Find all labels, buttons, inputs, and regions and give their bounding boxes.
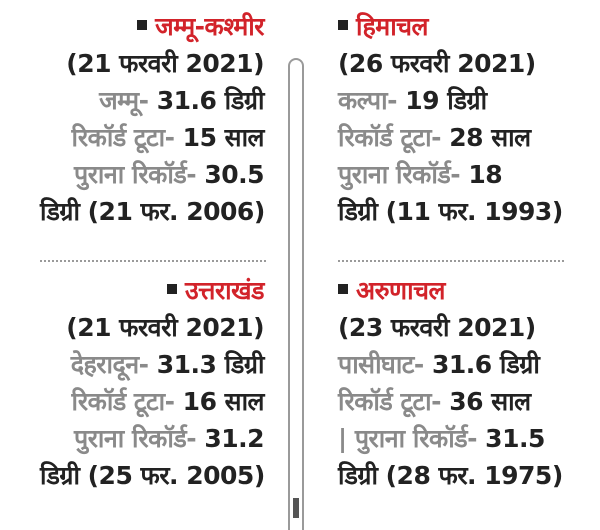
old-record-label: पुराना रिकॉर्ड- [74, 160, 197, 189]
old-record-value: 31.2 [204, 424, 264, 453]
bullet-icon [338, 284, 348, 294]
panel-jammu-kashmir: जम्मू-कश्मीर (21 फरवरी 2021) जम्मू- 31.6… [40, 8, 265, 230]
date-line: (21 फरवरी 2021) [66, 49, 264, 78]
old-record-value: 18 [468, 160, 503, 189]
old-record-value: 31.5 [485, 424, 545, 453]
old-record-detail: डिग्री (21 फर. 2006) [40, 197, 265, 226]
city-label: जम्मू- [99, 86, 149, 115]
city-line: देहरादून- 31.3 डिग्री [40, 346, 265, 383]
date-line: (23 फरवरी 2021) [338, 313, 536, 342]
old-record-line: | पुराना रिकॉर्ड- 31.5 [338, 420, 578, 457]
city-line: कल्पा- 19 डिग्री [338, 82, 578, 119]
old-record-detail: डिग्री (25 फर. 2005) [40, 461, 265, 490]
date-line: (26 फरवरी 2021) [338, 49, 536, 78]
heading-text: हिमाचल [356, 12, 429, 41]
old-record-label: पुराना रिकॉर्ड- [74, 424, 197, 453]
record-label: रिकॉर्ड टूटा- [71, 387, 175, 416]
old-record-line: पुराना रिकॉर्ड- 18 [338, 156, 578, 193]
section-divider-left [40, 260, 266, 262]
record-years: 16 साल [182, 387, 265, 416]
date-line: (21 फरवरी 2021) [66, 313, 264, 342]
bullet-icon [338, 20, 348, 30]
thermometer-fill [293, 498, 299, 518]
heading-text: उत्तराखंड [184, 276, 265, 305]
record-line: रिकॉर्ड टूटा- 16 साल [40, 383, 264, 420]
record-label: रिकॉर्ड टूटा- [338, 123, 442, 152]
city-temp: 19 डिग्री [405, 86, 487, 115]
city-temp: 31.6 डिग्री [432, 350, 540, 379]
record-years: 36 साल [449, 387, 531, 416]
old-record-line: पुराना रिकॉर्ड- 31.2 [40, 420, 264, 457]
old-record-label: पुराना रिकॉर्ड- [354, 424, 478, 453]
record-label: रिकॉर्ड टूटा- [71, 123, 175, 152]
heading-text: अरुणाचल [356, 276, 445, 305]
bullet-icon [137, 20, 148, 30]
old-record-label: पुराना रिकॉर्ड- [338, 160, 461, 189]
city-temp: 31.6 डिग्री [156, 86, 265, 115]
panel-heading: जम्मू-कश्मीर [40, 8, 264, 45]
record-line: रिकॉर्ड टूटा- 36 साल [338, 383, 578, 420]
bullet-icon [166, 284, 177, 294]
record-label: रिकॉर्ड टूटा- [338, 387, 442, 416]
panel-himachal: हिमाचल (26 फरवरी 2021) कल्पा- 19 डिग्री … [338, 8, 578, 230]
record-line: रिकॉर्ड टूटा- 28 साल [338, 119, 578, 156]
city-label: देहरादून- [70, 350, 149, 379]
city-line: पासीघाट- 31.6 डिग्री [338, 346, 578, 383]
panel-heading: हिमाचल [338, 8, 578, 45]
panel-uttarakhand: उत्तराखंड (21 फरवरी 2021) देहरादून- 31.3… [40, 272, 265, 494]
old-record-detail: डिग्री (11 फर. 1993) [338, 197, 563, 226]
city-temp: 31.3 डिग्री [156, 350, 265, 379]
section-divider-right [338, 260, 564, 262]
record-years: 15 साल [182, 123, 265, 152]
old-record-value: 30.5 [204, 160, 264, 189]
panel-arunachal: अरुणाचल (23 फरवरी 2021) पासीघाट- 31.6 डि… [338, 272, 578, 494]
city-label: पासीघाट- [338, 350, 424, 379]
panel-heading: उत्तराखंड [40, 272, 265, 309]
record-years: 28 साल [449, 123, 531, 152]
panel-heading: अरुणाचल [338, 272, 578, 309]
city-line: जम्मू- 31.6 डिग्री [40, 82, 264, 119]
old-record-line: पुराना रिकॉर्ड- 30.5 [40, 156, 264, 193]
heading-text: जम्मू-कश्मीर [155, 12, 264, 41]
thermometer-icon [288, 58, 304, 530]
old-record-prefix: | [338, 424, 347, 453]
record-line: रिकॉर्ड टूटा- 15 साल [40, 119, 264, 156]
city-label: कल्पा- [338, 86, 397, 115]
old-record-detail: डिग्री (28 फर. 1975) [338, 461, 563, 490]
